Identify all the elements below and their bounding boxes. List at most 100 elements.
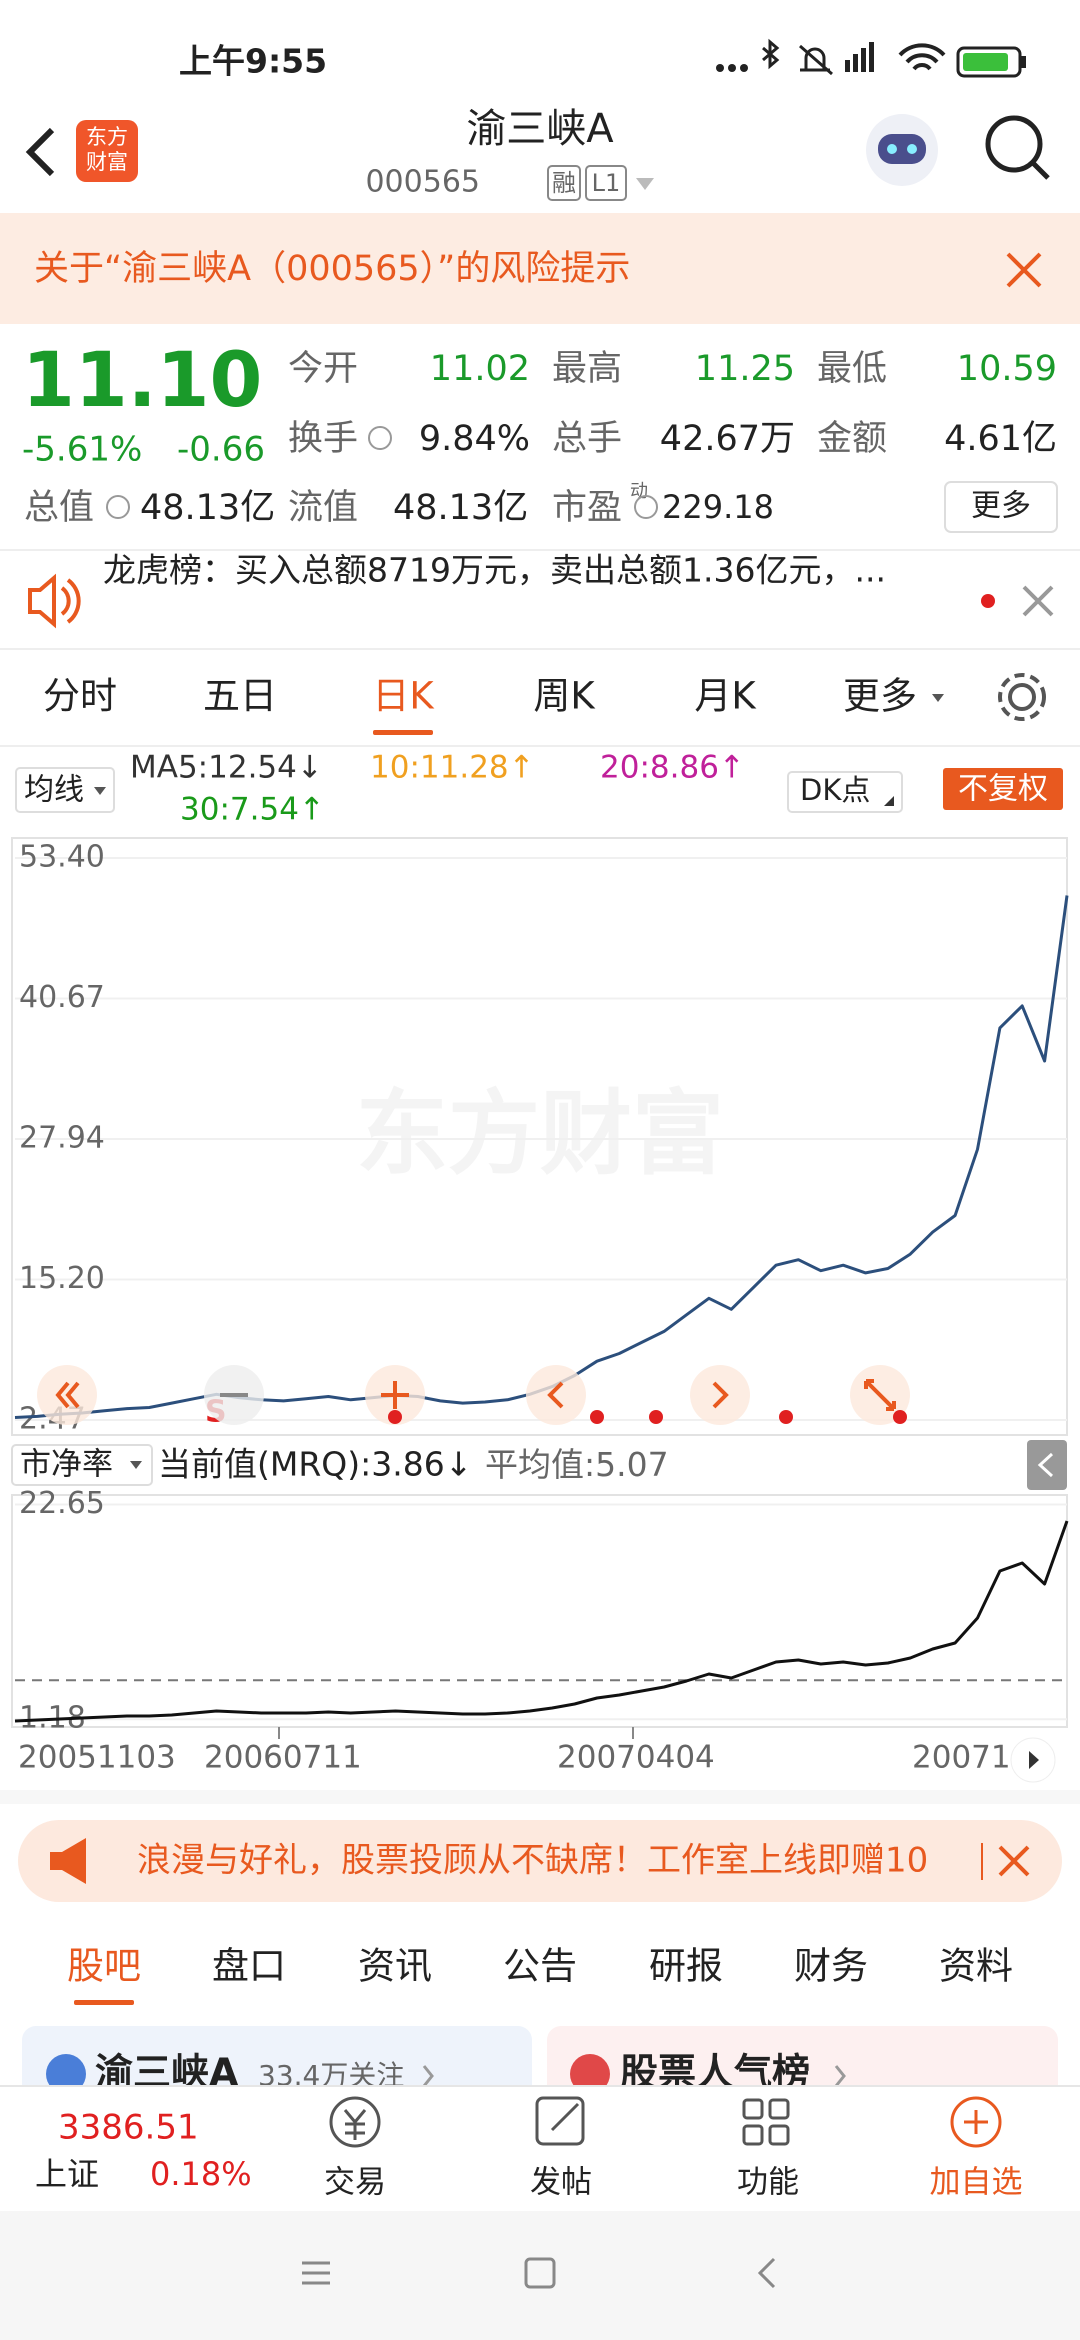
tab-underline [373, 730, 433, 735]
action-label[interactable]: 功能 [737, 2165, 799, 2201]
content-tab[interactable]: 股吧 [67, 1945, 141, 1988]
field-value: 42.67万 [660, 419, 795, 459]
dropdown-arrow [94, 787, 106, 795]
card-icon [570, 2054, 610, 2094]
promo-text[interactable]: 浪漫与好礼，股票投顾从不缺席！工作室上线即赠10 [137, 1841, 928, 1881]
nav-home[interactable] [524, 2257, 556, 2289]
status-icons [716, 38, 1026, 78]
action-label[interactable]: 交易 [324, 2165, 386, 2201]
back-button[interactable] [25, 127, 55, 177]
step-left[interactable] [526, 1365, 586, 1425]
search-button[interactable] [985, 115, 1050, 180]
content-tabs: 股吧 盘口 资讯 公告 研报 财务 资料 [67, 1945, 1013, 2005]
field-label: 换手 [288, 419, 358, 459]
action-label[interactable]: 发帖 [530, 2165, 592, 2201]
corner-arrow [884, 796, 894, 806]
tag-box [585, 165, 627, 201]
period-tab[interactable]: 五日 [203, 675, 277, 718]
date-label: 20070404 [557, 1740, 715, 1776]
close-news[interactable] [1022, 585, 1054, 617]
content-tab[interactable]: 盘口 [212, 1945, 286, 1988]
nav-bar [0, 2211, 1080, 2340]
collapse-arrow [1037, 1452, 1054, 1478]
y-tick-label: 15.20 [19, 1261, 105, 1296]
close-banner[interactable] [1006, 252, 1042, 288]
index-value[interactable]: 3386.51 [58, 2108, 199, 2148]
stock-code: 000565 [365, 165, 480, 200]
nav-menu[interactable] [302, 2261, 330, 2285]
robot-avatar[interactable] [866, 114, 938, 186]
ma-item: 10:11.28↑ [370, 750, 535, 786]
risk-text[interactable]: 关于“渝三峡A（000565）”的风险提示 [34, 249, 630, 289]
field-value: 11.25 [695, 349, 795, 389]
megaphone-icon [50, 1838, 86, 1884]
ma-item: 20:8.86↑ [600, 750, 745, 786]
content-tab[interactable]: 资料 [939, 1945, 1013, 1988]
nav-back[interactable] [757, 2257, 776, 2289]
field-value: 48.13亿 [140, 488, 275, 528]
action-label[interactable]: 加自选 [930, 2165, 1023, 2201]
indicator-label[interactable]: 市净率 [20, 1447, 113, 1483]
price-line [14, 1520, 1069, 1723]
content-tab[interactable]: 研报 [649, 1945, 723, 1988]
tab-underline [74, 2000, 134, 2005]
index-name[interactable]: 上证 [35, 2155, 99, 2193]
card-arrow [422, 2065, 434, 2087]
field-value: 9.84% [419, 419, 530, 459]
price-chart-frame [11, 837, 1068, 1436]
adjust-button[interactable] [943, 768, 1063, 810]
period-tab[interactable]: 日K [372, 675, 435, 718]
ma-item: 30:7.54↑ [180, 792, 325, 828]
period-tab[interactable]: 月K [694, 675, 757, 718]
index-change[interactable]: 0.18% [150, 2155, 252, 2193]
field-value: 11.02 [430, 349, 530, 389]
ma-selector[interactable] [15, 767, 115, 813]
tag-margin: 融 [552, 169, 576, 197]
risk-banner[interactable] [0, 213, 1080, 324]
period-tab[interactable]: 周K [533, 675, 596, 718]
y-tick-label: 22.65 [19, 1486, 105, 1521]
more-button[interactable] [944, 481, 1058, 533]
field-label: 今开 [288, 349, 358, 389]
avg-label: 平均值: [485, 1445, 595, 1484]
step-right[interactable] [690, 1365, 750, 1425]
dropdown-arrow [932, 694, 944, 702]
indicator-selector[interactable] [11, 1444, 153, 1486]
date-label: 20060711 [204, 1740, 362, 1776]
scroll-arrow [1029, 1751, 1039, 1769]
info-icon[interactable] [368, 426, 392, 450]
ma-item: MA5:12.54↓ [130, 750, 323, 786]
action-icons [329, 2096, 1002, 2148]
collapse-button[interactable] [1027, 1440, 1067, 1490]
more-label[interactable]: 更多 [971, 489, 1031, 524]
stock-name: 渝三峡A [466, 106, 614, 152]
adjust-label[interactable]: 不复权 [958, 772, 1048, 807]
content-tab[interactable]: 公告 [503, 1945, 577, 1988]
dropdown-arrow[interactable] [636, 178, 654, 190]
period-tab[interactable]: 分时 [43, 675, 117, 718]
app-logo [76, 120, 138, 182]
period-tab[interactable]: 更多 [843, 675, 917, 718]
dk-button[interactable] [787, 771, 903, 813]
news-text[interactable]: 龙虎榜：买入总额8719万元，卖出总额1.36亿元，... [103, 551, 886, 590]
price: 11.10 [22, 335, 262, 424]
speaker-icon [28, 573, 81, 629]
change: -0.66 [177, 430, 265, 470]
spacer [0, 1790, 1080, 1804]
ma-selector-label[interactable]: 均线 [24, 773, 84, 808]
info-icon[interactable] [106, 495, 130, 519]
dk-label[interactable]: DK点 [800, 773, 870, 807]
indicator-average: 平均值:5.07 [485, 1445, 669, 1484]
event-dots [388, 1410, 907, 1424]
field-label: 总值 [24, 488, 94, 528]
indicator-current: 当前值(MRQ):3.86↓ [158, 1445, 472, 1484]
settings-icon[interactable] [998, 673, 1046, 721]
promo-banner[interactable] [18, 1820, 1062, 1902]
info-icon[interactable] [634, 495, 658, 519]
field-value: 229.18 [662, 488, 774, 526]
content-tab[interactable]: 财务 [794, 1945, 868, 1988]
close-promo[interactable] [998, 1845, 1030, 1877]
unread-dot [981, 594, 995, 608]
content-tab[interactable]: 资讯 [358, 1945, 432, 1988]
